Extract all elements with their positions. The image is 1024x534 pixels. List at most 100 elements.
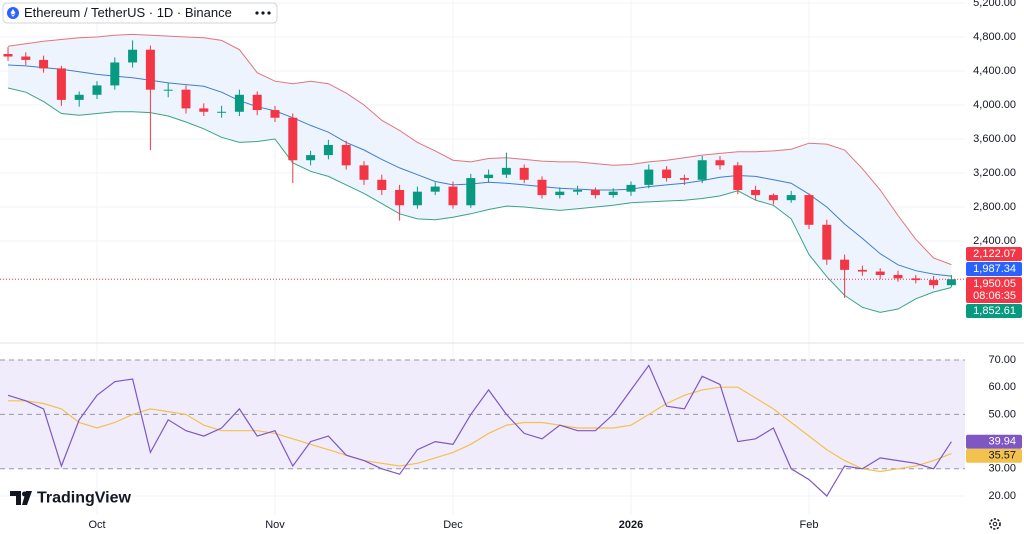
candle-body (662, 169, 672, 179)
countdown: 08:06:35 (973, 290, 1016, 302)
candle-body (590, 189, 600, 196)
price-label-box (966, 277, 1022, 303)
rsi-label: 39.94 (988, 436, 1016, 448)
symbol-header: Ethereum / TetherUS · 1D · Binance (2, 2, 278, 24)
candle-body (840, 259, 850, 270)
candle-body (306, 155, 316, 161)
settings-gear[interactable] (989, 518, 1001, 530)
candle-body (644, 169, 654, 185)
rsi-label: 35.57 (988, 450, 1016, 462)
menu-dot[interactable] (255, 11, 259, 15)
candle-body (163, 89, 173, 91)
menu-dot[interactable] (267, 11, 271, 15)
candle-body (395, 189, 405, 206)
candle-body (110, 62, 120, 86)
settings-gear-hub[interactable] (992, 521, 998, 527)
x-tick-label: Oct (88, 519, 105, 531)
brand-mark (10, 491, 32, 505)
x-tick-label: 2026 (619, 519, 643, 531)
y-tick-label: 5,200.00 (973, 0, 1016, 9)
y-tick-label: 2,400.00 (973, 235, 1016, 247)
x-tick-label: Dec (443, 519, 463, 531)
y-tick-label: 4,800.00 (973, 31, 1016, 43)
y-tick-label: 60.00 (988, 381, 1016, 393)
candle-body (679, 178, 689, 180)
brand-logo: TradingView (10, 490, 132, 507)
brand-name: TradingView (37, 490, 132, 507)
candle-body (484, 174, 494, 179)
x-tick-label: Nov (265, 519, 285, 531)
candle-body (288, 117, 298, 161)
candle-body (857, 269, 867, 272)
candle-body (608, 191, 618, 196)
rsi-line (8, 386, 952, 473)
candle-body (626, 184, 636, 192)
candle-body (252, 94, 262, 111)
y-tick-label: 30.00 (988, 463, 1016, 475)
rsi-label-box (966, 434, 1022, 449)
price-label: 1,852.61 (973, 305, 1016, 317)
brand-dot (22, 491, 27, 497)
band-line (7, 33, 952, 266)
candle-body (786, 195, 796, 201)
candle-body (377, 179, 387, 190)
candle-body (92, 85, 102, 95)
candle-body (3, 53, 13, 57)
candle-body (39, 59, 49, 69)
candle-body (501, 167, 511, 175)
y-tick-label: 70.00 (988, 354, 1016, 366)
candle-body (733, 165, 743, 190)
candle-body (697, 160, 707, 180)
candle-body (929, 280, 939, 286)
candle-body (519, 167, 529, 180)
candle-body (145, 49, 155, 90)
candle-body (341, 144, 351, 166)
price-label-box (966, 247, 1022, 261)
candle-body (822, 224, 832, 260)
x-tick-label: Feb (800, 519, 819, 531)
band-line (7, 87, 952, 313)
candle-body (804, 195, 814, 225)
candle-body (430, 186, 440, 192)
price-label-box (966, 304, 1022, 318)
menu-dot[interactable] (261, 11, 265, 15)
candle-body (573, 189, 583, 192)
candle-body (893, 274, 903, 279)
candle-body (359, 165, 369, 180)
price-label: 1,987.34 (973, 263, 1016, 275)
candle-body (323, 144, 333, 156)
candle-body (768, 195, 778, 201)
candle-body (199, 108, 209, 112)
y-tick-label: 50.00 (988, 408, 1016, 420)
y-tick-label: 4,400.00 (973, 65, 1016, 77)
candle-body (715, 160, 725, 166)
candle-body (448, 186, 458, 206)
y-tick-label: 20.00 (988, 490, 1016, 502)
y-tick-label: 3,200.00 (973, 167, 1016, 179)
candle-body (181, 89, 191, 109)
candle-body (217, 111, 227, 113)
candle-body (270, 110, 280, 118)
y-tick-label: 2,800.00 (973, 201, 1016, 213)
candle-body (946, 279, 956, 286)
candle-body (21, 56, 31, 60)
candle-body (537, 179, 547, 196)
price-label: 1,950.05 (973, 278, 1016, 290)
rsi-line (7, 364, 952, 497)
price-label-box (966, 262, 1022, 276)
candle-body (466, 178, 476, 206)
price-label: 2,122.07 (973, 248, 1016, 260)
candle-body (56, 68, 66, 100)
candle-body (555, 191, 565, 196)
header-box (2, 2, 278, 24)
y-tick-label: 3,600.00 (973, 133, 1016, 145)
eth-glyph (10, 9, 16, 17)
chart-title: Ethereum / TetherUS · 1D · Binance (24, 5, 232, 20)
candle-body (412, 191, 422, 206)
candle-body (74, 94, 84, 100)
y-tick-label: 4,000.00 (973, 99, 1016, 111)
candle-body (875, 271, 885, 275)
candle-body (751, 189, 761, 196)
band-line (7, 64, 952, 277)
